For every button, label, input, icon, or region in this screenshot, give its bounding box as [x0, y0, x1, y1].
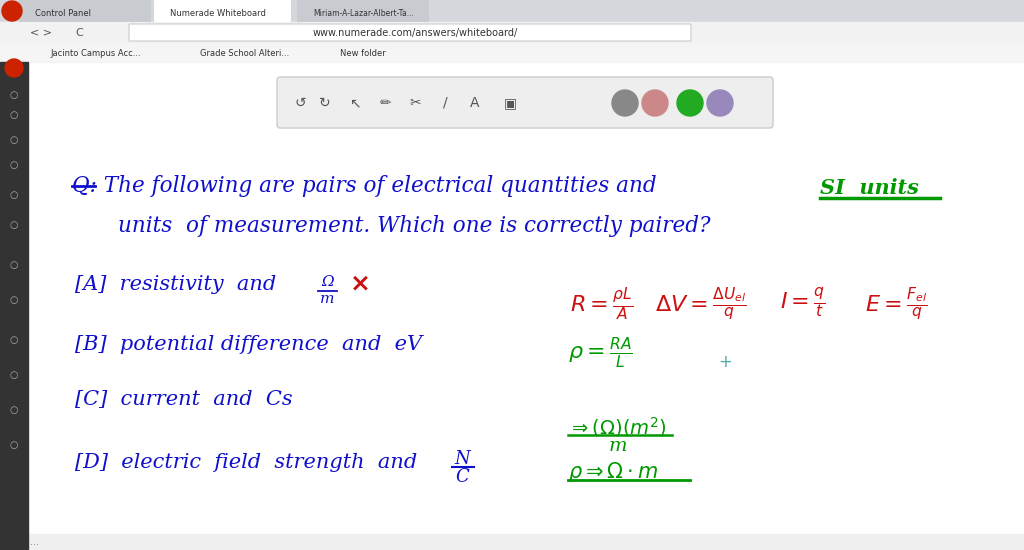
Text: ↖: ↖ [349, 96, 360, 110]
Text: [C]  current  and  Cs: [C] current and Cs [75, 390, 293, 409]
Bar [0, 534, 1024, 550]
Text: ✏: ✏ [379, 96, 391, 110]
Text: Control Panel: Control Panel [35, 8, 91, 18]
Text: $\rho = \frac{RA}{L}$: $\rho = \frac{RA}{L}$ [568, 335, 633, 370]
Text: ○: ○ [10, 90, 18, 100]
Text: Ω: Ω [321, 275, 334, 289]
Text: ○: ○ [10, 405, 18, 415]
Bar [0, 44, 1024, 62]
Text: Jacinto Campus Acc...: Jacinto Campus Acc... [50, 48, 140, 58]
Text: [D]  electric  field  strength  and: [D] electric field strength and [75, 453, 417, 472]
Text: [A]  resistivity  and: [A] resistivity and [75, 275, 276, 294]
Text: SI  units: SI units [820, 178, 919, 198]
Text: ○: ○ [10, 440, 18, 450]
Text: ○: ○ [10, 335, 18, 345]
Text: $\Rightarrow(\Omega)(m^2)$: $\Rightarrow(\Omega)(m^2)$ [568, 415, 667, 439]
FancyBboxPatch shape [154, 0, 291, 22]
Text: ...: ... [30, 537, 39, 547]
Circle shape [677, 90, 703, 116]
Text: $I = \frac{q}{t}$: $I = \frac{q}{t}$ [780, 285, 825, 319]
Circle shape [642, 90, 668, 116]
Text: A: A [470, 96, 480, 110]
Text: C: C [75, 28, 83, 38]
Text: [B]  potential difference  and  eV: [B] potential difference and eV [75, 335, 422, 354]
FancyBboxPatch shape [297, 0, 429, 22]
Circle shape [5, 59, 23, 77]
FancyBboxPatch shape [129, 24, 691, 41]
Text: m: m [608, 437, 628, 455]
Text: ✂: ✂ [410, 96, 421, 110]
Text: ○: ○ [10, 135, 18, 145]
Text: ○: ○ [10, 190, 18, 200]
Text: ○: ○ [10, 295, 18, 305]
Circle shape [612, 90, 638, 116]
FancyBboxPatch shape [19, 0, 151, 22]
Text: N: N [454, 450, 470, 468]
Bar [0, 62, 28, 550]
Text: Grade School Alteri...: Grade School Alteri... [200, 48, 289, 58]
Text: units  of measurement. Which one is correctly paired?: units of measurement. Which one is corre… [118, 215, 711, 237]
Text: ▣: ▣ [504, 96, 516, 110]
Text: C: C [455, 468, 469, 486]
Text: +: + [718, 353, 732, 371]
Text: Miriam-A-Lazar-Albert-Ta...: Miriam-A-Lazar-Albert-Ta... [313, 8, 414, 18]
Bar [0, 22, 1024, 44]
Text: m: m [319, 292, 334, 306]
Bar [0, 0, 1024, 22]
Text: Numerade Whiteboard: Numerade Whiteboard [170, 8, 266, 18]
Text: ↻: ↻ [319, 96, 331, 110]
Text: ○: ○ [10, 370, 18, 380]
Bar [28, 62, 1024, 534]
Text: ○: ○ [10, 110, 18, 120]
Text: ×: × [350, 272, 371, 296]
FancyBboxPatch shape [278, 77, 773, 128]
Text: $R = \frac{\rho L}{A}$: $R = \frac{\rho L}{A}$ [570, 285, 633, 323]
Text: ○: ○ [10, 220, 18, 230]
Text: ○: ○ [10, 160, 18, 170]
Text: < >: < > [30, 28, 52, 38]
Text: $E = \frac{F_{el}}{q}$: $E = \frac{F_{el}}{q}$ [865, 285, 928, 323]
Text: ↺: ↺ [294, 96, 306, 110]
Circle shape [2, 1, 22, 21]
Text: $\rho \Rightarrow \Omega \cdot m$: $\rho \Rightarrow \Omega \cdot m$ [568, 460, 658, 484]
Text: $\Delta V = \frac{\Delta U_{el}}{q}$: $\Delta V = \frac{\Delta U_{el}}{q}$ [655, 285, 746, 323]
Text: New folder: New folder [340, 48, 386, 58]
Circle shape [707, 90, 733, 116]
Text: Q: The following are pairs of electrical quantities and: Q: The following are pairs of electrical… [72, 175, 656, 197]
Text: www.numerade.com/answers/whiteboard/: www.numerade.com/answers/whiteboard/ [312, 28, 517, 38]
Text: /: / [442, 96, 447, 110]
Text: ○: ○ [10, 260, 18, 270]
